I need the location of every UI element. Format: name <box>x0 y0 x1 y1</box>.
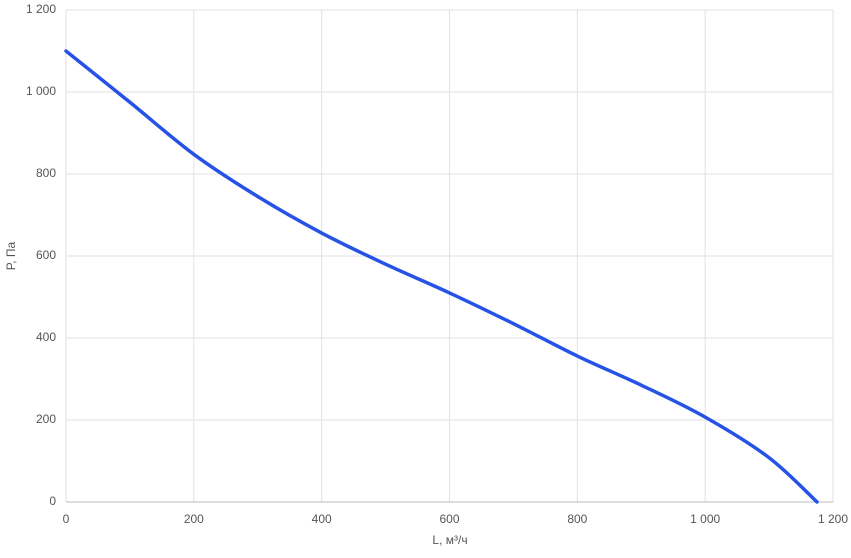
y-tick-label: 0 <box>49 494 56 508</box>
y-tick-label: 1 000 <box>26 84 56 98</box>
data-line <box>64 49 819 504</box>
x-tick-label: 1 200 <box>818 512 848 526</box>
x-tick-label: 600 <box>439 512 459 526</box>
x-axis-title: L, м³/ч <box>432 533 467 547</box>
y-tick-label: 600 <box>36 248 56 262</box>
x-tick-label: 200 <box>184 512 204 526</box>
y-tick-label: 800 <box>36 166 56 180</box>
x-tick-label: 400 <box>312 512 332 526</box>
y-axis-title: P, Па <box>4 241 18 270</box>
y-tick-label: 1 200 <box>26 2 56 16</box>
x-tick-label: 0 <box>63 512 70 526</box>
x-tick-label: 1 000 <box>690 512 720 526</box>
y-tick-label: 400 <box>36 330 56 344</box>
y-tick-label: 200 <box>36 412 56 426</box>
x-tick-label: 800 <box>567 512 587 526</box>
